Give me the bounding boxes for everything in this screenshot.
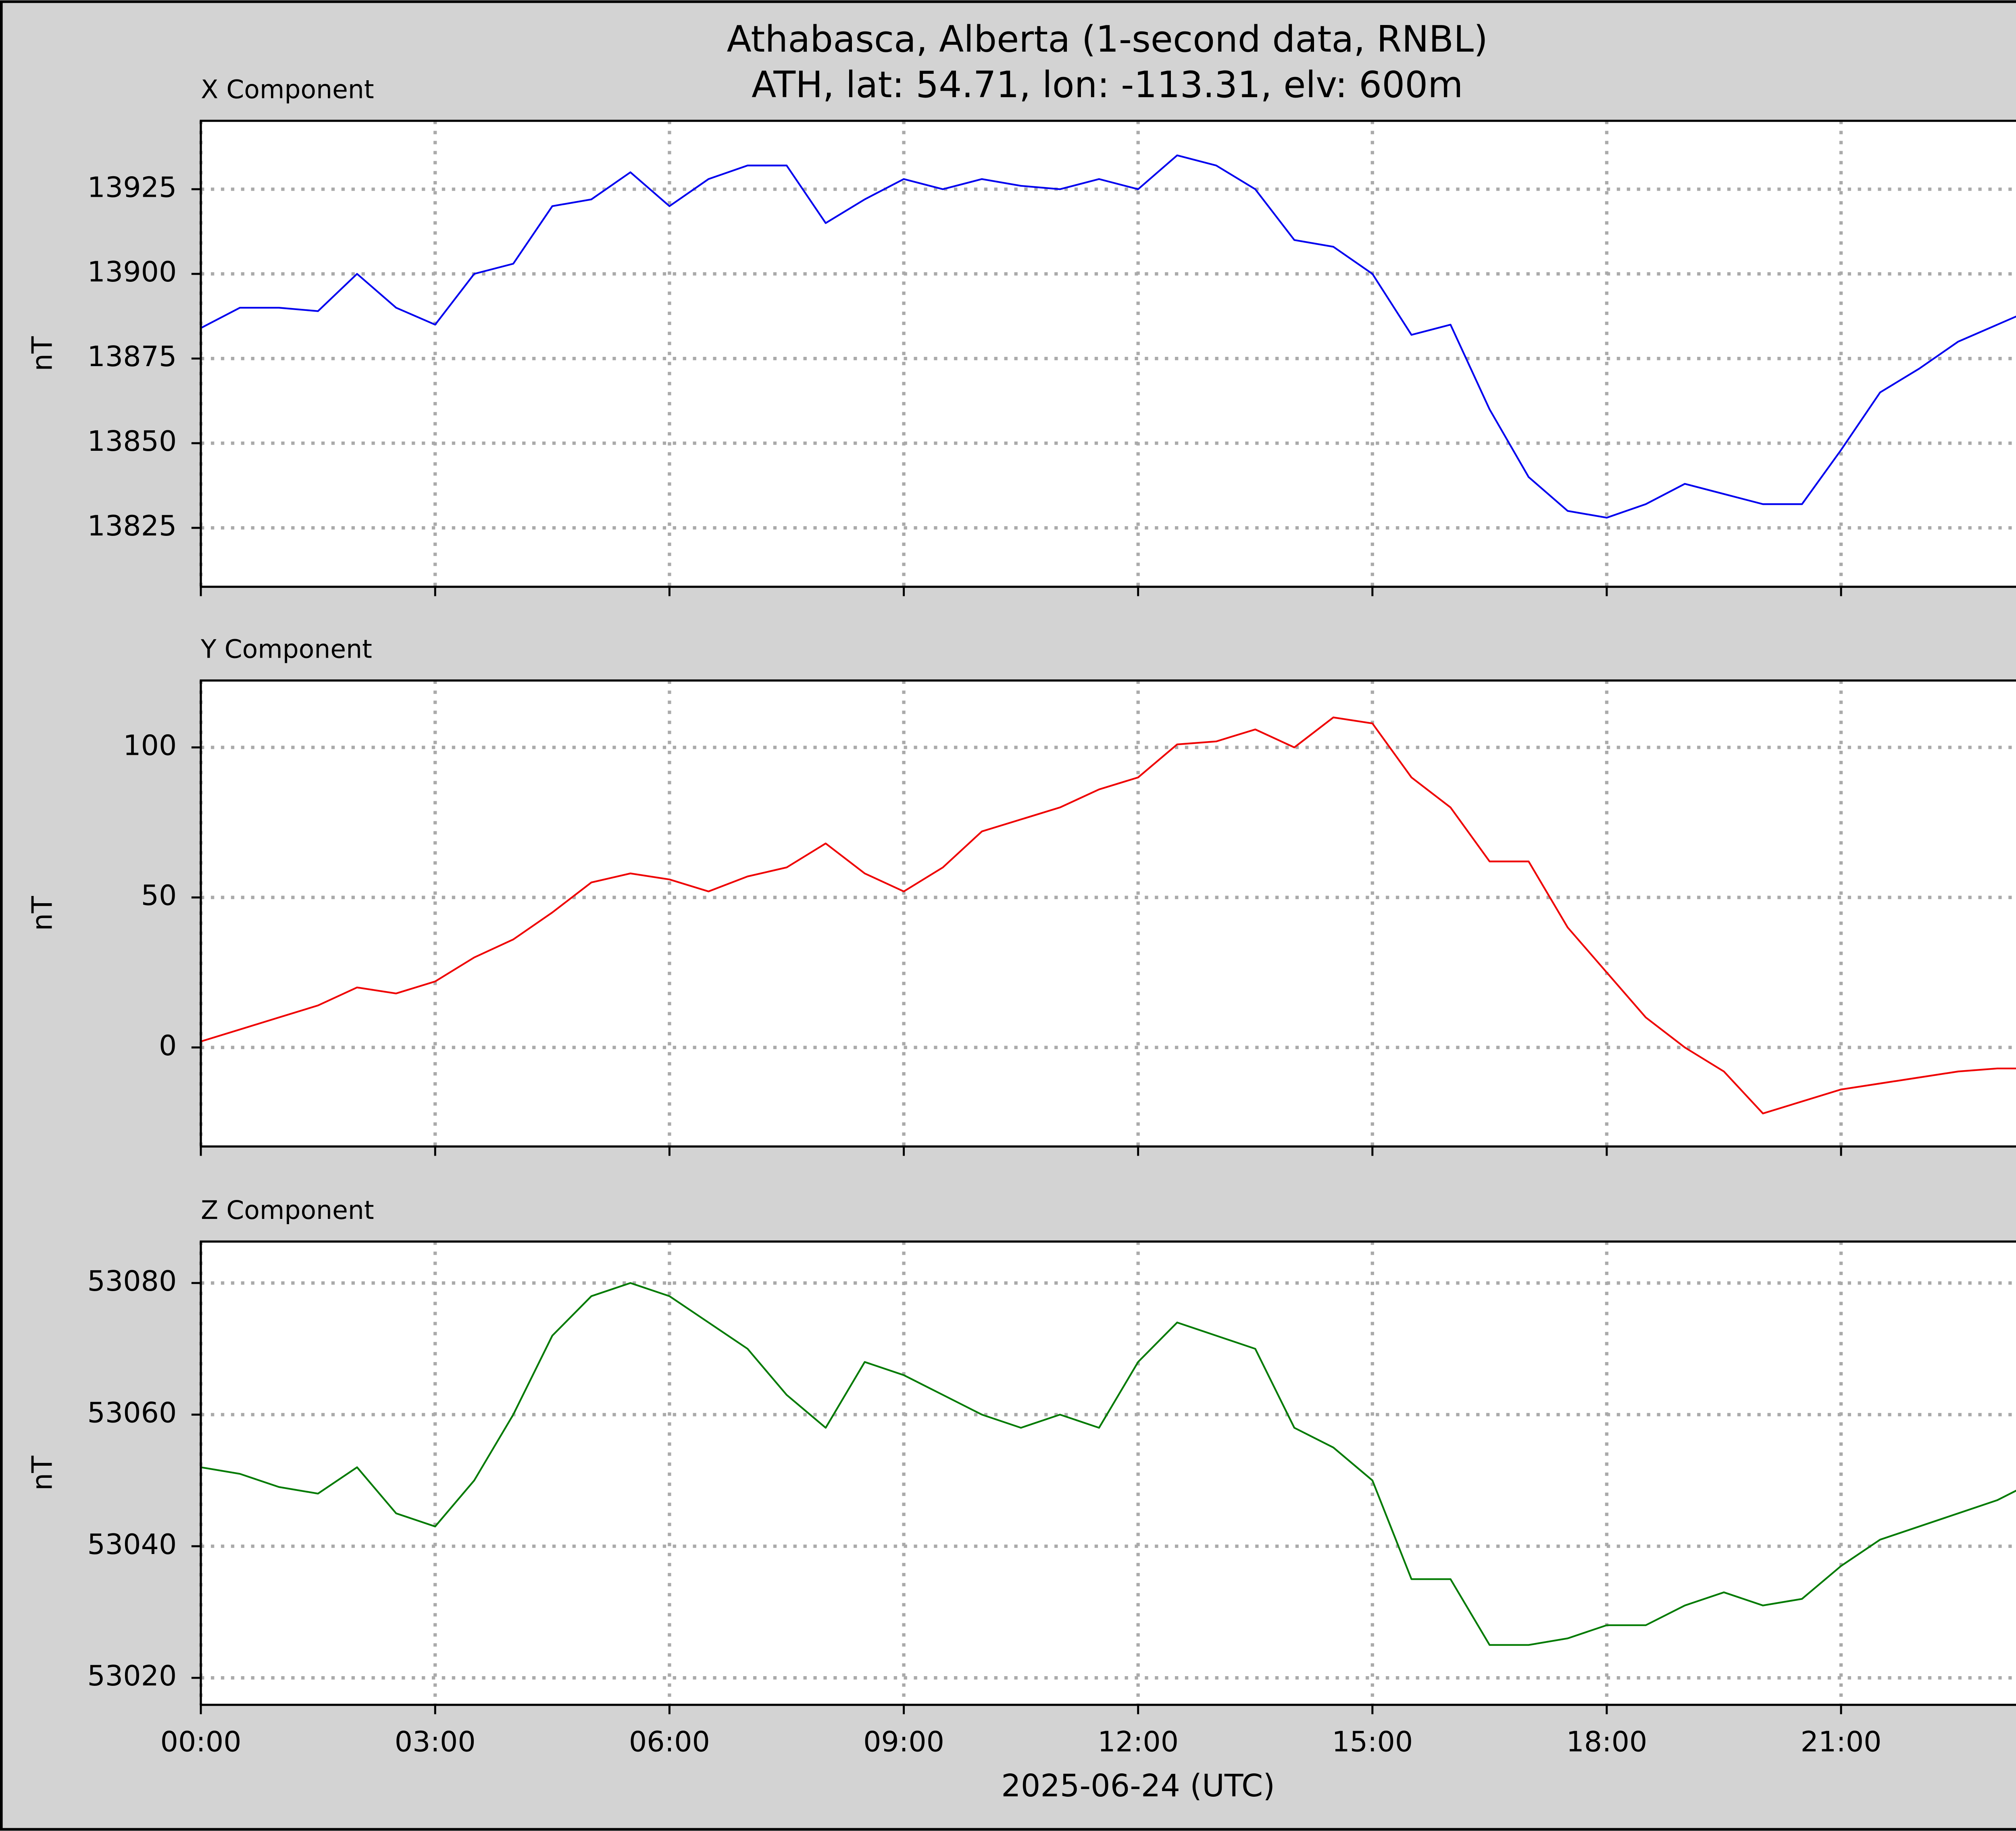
plot-area	[201, 121, 2016, 587]
data-line	[200, 154, 2016, 519]
y-tick-label: 50	[141, 879, 177, 912]
figure-title: Athabasca, Alberta (1-second data, RNBL)	[727, 19, 1488, 60]
panel-title: X Component	[201, 75, 374, 104]
y-tick-label: 0	[159, 1029, 177, 1062]
plot-area	[201, 1241, 2016, 1705]
y-tick-label: 13900	[87, 256, 177, 288]
plot-area	[201, 680, 2016, 1147]
y-tick-label: 53060	[87, 1396, 177, 1429]
data-line	[200, 717, 2016, 1114]
y-tick-label: 53080	[87, 1265, 177, 1298]
data-line	[200, 1282, 2016, 1646]
x-tick-label: 00:00	[160, 1725, 242, 1758]
x-tick-label: 21:00	[1801, 1725, 1882, 1758]
x-tick-label: 15:00	[1332, 1725, 1413, 1758]
x-tick-label: 18:00	[1566, 1725, 1647, 1758]
x-tick-label: 09:00	[863, 1725, 944, 1758]
y-tick-label: 13875	[87, 340, 177, 373]
figure-subtitle: ATH, lat: 54.71, lon: -113.31, elv: 600m	[752, 64, 1463, 106]
x-tick-label: 12:00	[1098, 1725, 1179, 1758]
y-tick-label: 100	[123, 729, 177, 762]
y-tick-label: 13850	[87, 425, 177, 458]
y-axis-label: nT	[26, 896, 59, 931]
panel-title: Z Component	[201, 1195, 374, 1225]
plot-frame	[200, 1240, 2016, 1706]
x-axis-label: 2025-06-24 (UTC)	[1001, 1768, 1275, 1804]
y-axis-label: nT	[26, 336, 59, 371]
y-tick-label: 13825	[87, 510, 177, 542]
x-tick-label: 06:00	[629, 1725, 710, 1758]
y-tick-label: 53040	[87, 1528, 177, 1561]
y-tick-label: 53020	[87, 1660, 177, 1692]
y-tick-label: 13925	[87, 171, 177, 204]
panel-title: Y Component	[200, 634, 372, 664]
plot-frame	[200, 119, 2016, 588]
x-tick-label: 03:00	[395, 1725, 476, 1758]
plot-frame	[200, 679, 2016, 1148]
y-axis-label: nT	[26, 1456, 59, 1491]
